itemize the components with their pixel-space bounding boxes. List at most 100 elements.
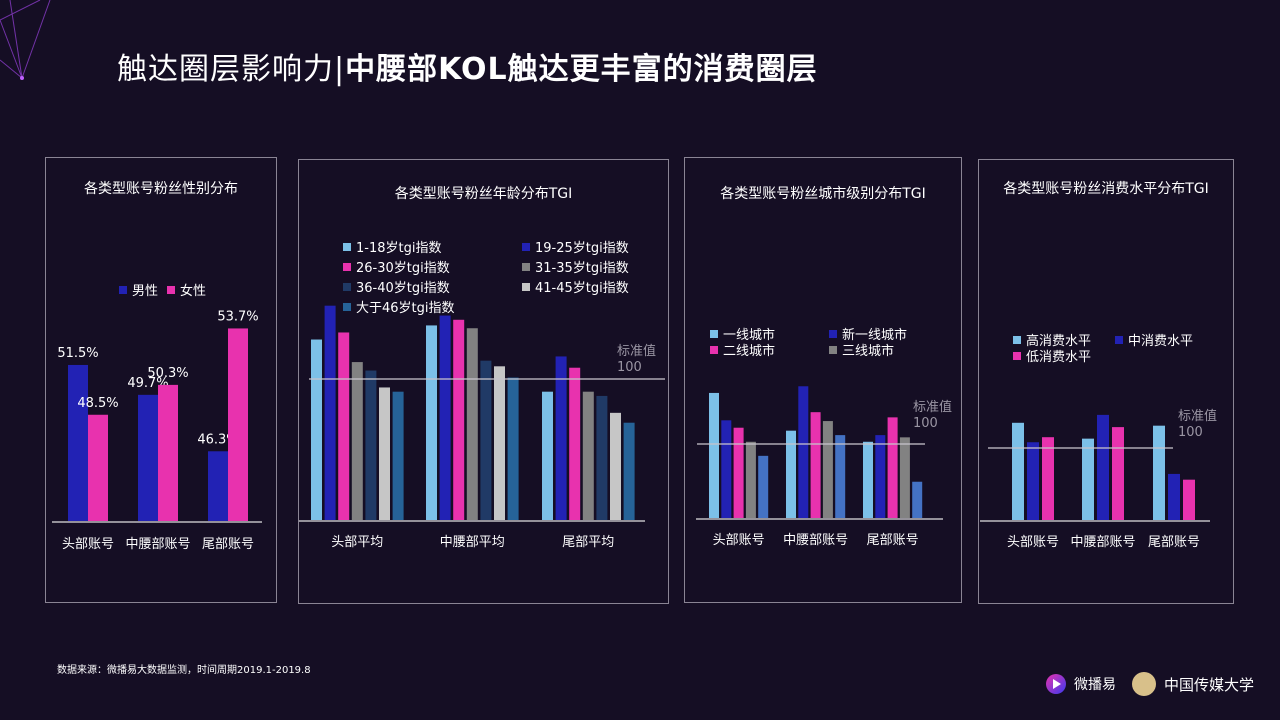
bar-1-5-2 — [610, 412, 621, 520]
std-line1: 标准值 — [1178, 409, 1218, 424]
bar-3-0-2 — [1153, 425, 1165, 520]
bar-3-2-2 — [1183, 479, 1195, 520]
category-label: 中腰部平均 — [440, 535, 505, 550]
weiboyi-logo: 微播易 — [1074, 677, 1116, 693]
bar-1-3-2 — [582, 391, 594, 520]
age-chart-title: 各类型账号粉丝年龄分布TGI — [394, 186, 573, 202]
legend-label: 中消费水平 — [1128, 334, 1194, 349]
bar-1-2-2 — [569, 367, 581, 520]
legend-label: 女性 — [180, 284, 207, 299]
weiboyi-logo-icon — [1046, 674, 1066, 694]
legend-age-6: 41-45岁tgi指数 — [522, 277, 629, 296]
legend-label: 36-40岁tgi指数 — [356, 281, 450, 296]
consumption-chart-title: 各类型账号粉丝消费水平分布TGI — [1003, 181, 1209, 197]
std-line1: 标准值 — [617, 344, 657, 359]
legend-label: 19-25岁tgi指数 — [535, 241, 629, 256]
network-decoration — [0, 0, 51, 80]
bar-1-0-0 — [311, 339, 322, 520]
category-label: 尾部账号 — [1148, 535, 1200, 550]
legend-city-1: 一线城市 — [710, 324, 775, 343]
cuc-logo: 中国传媒大学 — [1164, 675, 1255, 694]
data-label: 53.7% — [217, 309, 258, 324]
legend-label: 二线城市 — [723, 344, 776, 359]
bar-2-4-1 — [835, 435, 846, 518]
bar-0-1-1 — [158, 384, 178, 521]
legend-age-3: 26-30岁tgi指数 — [343, 257, 450, 276]
legend-city-3: 二线城市 — [710, 340, 775, 359]
category-label: 中腰部账号 — [783, 533, 848, 548]
bar-1-1-2 — [555, 356, 567, 520]
legend-label: 一线城市 — [723, 328, 776, 343]
legend-age-2: 19-25岁tgi指数 — [522, 237, 629, 256]
category-label: 尾部平均 — [562, 535, 614, 550]
bar-3-0-1 — [1082, 438, 1094, 520]
std-line2: 100 — [1178, 425, 1203, 440]
data-source-note: 数据来源：微播易大数据监测，时间周期2019.1-2019.8 — [57, 665, 311, 676]
category-label: 中腰部账号 — [1070, 535, 1135, 550]
bar-1-4-1 — [480, 360, 492, 520]
bar-0-0-0 — [68, 364, 88, 521]
age-panel: 各类型账号粉丝年龄分布TGI 1-18岁tgi指数 19-25岁tgi指数 26… — [298, 159, 669, 604]
bar-0-1-0 — [88, 414, 108, 521]
category-label: 中腰部账号 — [125, 537, 190, 552]
bar-2-2-0 — [733, 427, 744, 518]
standard-value-label: 标准值 100 — [913, 400, 952, 432]
bar-3-2-1 — [1112, 427, 1124, 520]
standard-value-label: 标准值 100 — [617, 344, 656, 376]
bar-2-3-2 — [899, 437, 910, 518]
category-label: 头部账号 — [713, 533, 765, 548]
bar-3-0-0 — [1012, 422, 1024, 520]
legend-label: 大于46岁tgi指数 — [356, 301, 455, 316]
gender-chart-title: 各类型账号粉丝性别分布 — [84, 181, 238, 197]
bar-1-5-0 — [379, 387, 390, 520]
gender-panel: 各类型账号粉丝性别分布 男性 女性 — [45, 157, 277, 603]
bar-2-2-1 — [810, 412, 821, 518]
bar-1-0-1 — [426, 325, 437, 520]
bar-2-1-2 — [875, 435, 886, 518]
city-chart-title: 各类型账号粉丝城市级别分布TGI — [720, 186, 926, 202]
bar-1-3-0 — [351, 362, 363, 520]
bar-2-4-2 — [912, 481, 923, 518]
legend-city-4: 三线城市 — [829, 340, 894, 359]
bar-0-1-2 — [228, 328, 248, 521]
bar-2-1-0 — [721, 420, 732, 518]
consumption-panel: 各类型账号粉丝消费水平分布TGI 高消费水平 中消费水平 低消费水平 标准值 10… — [978, 159, 1234, 604]
bar-0-0-2 — [208, 451, 228, 521]
bar-1-1-0 — [324, 305, 336, 520]
bar-1-2-1 — [453, 319, 465, 520]
bar-1-6-2 — [623, 422, 635, 520]
bar-3-2-0 — [1042, 437, 1054, 520]
legend-male: 男性 — [119, 280, 158, 299]
legend-female: 女性 — [167, 280, 206, 299]
bar-3-1-2 — [1168, 473, 1180, 520]
bar-3-1-0 — [1027, 442, 1039, 520]
footer-logos: 微播易 中国传媒大学 — [1046, 672, 1254, 696]
data-label: 51.5% — [57, 346, 98, 361]
legend-cons-2: 中消费水平 — [1115, 330, 1193, 349]
data-label: 50.3% — [147, 366, 188, 381]
legend-cons-1: 高消费水平 — [1013, 330, 1091, 349]
standard-value-label: 标准值 100 — [1178, 409, 1217, 441]
bar-1-4-0 — [365, 370, 377, 520]
bar-2-4-0 — [758, 455, 769, 518]
page-title: 触达圈层影响力|中腰部KOL触达更丰富的消费圈层 — [117, 44, 818, 88]
legend-age-5: 36-40岁tgi指数 — [343, 277, 450, 296]
bar-3-1-1 — [1097, 414, 1109, 520]
bar-1-0-2 — [542, 391, 553, 520]
legend-label: 高消费水平 — [1026, 334, 1092, 349]
bar-2-2-2 — [887, 417, 898, 518]
legend-age-1: 1-18岁tgi指数 — [343, 237, 441, 256]
data-label: 48.5% — [77, 396, 118, 411]
cuc-seal-icon — [1132, 672, 1156, 696]
category-label: 头部账号 — [1007, 535, 1059, 550]
std-line2: 100 — [617, 360, 642, 375]
bar-1-3-1 — [466, 328, 478, 520]
std-line1: 标准值 — [913, 400, 953, 415]
bar-1-4-2 — [596, 395, 608, 520]
legend-label: 三线城市 — [842, 344, 895, 359]
bar-2-1-1 — [798, 386, 809, 518]
category-label: 尾部账号 — [202, 537, 254, 552]
bar-1-6-0 — [392, 391, 404, 520]
bar-1-1-1 — [439, 315, 451, 520]
